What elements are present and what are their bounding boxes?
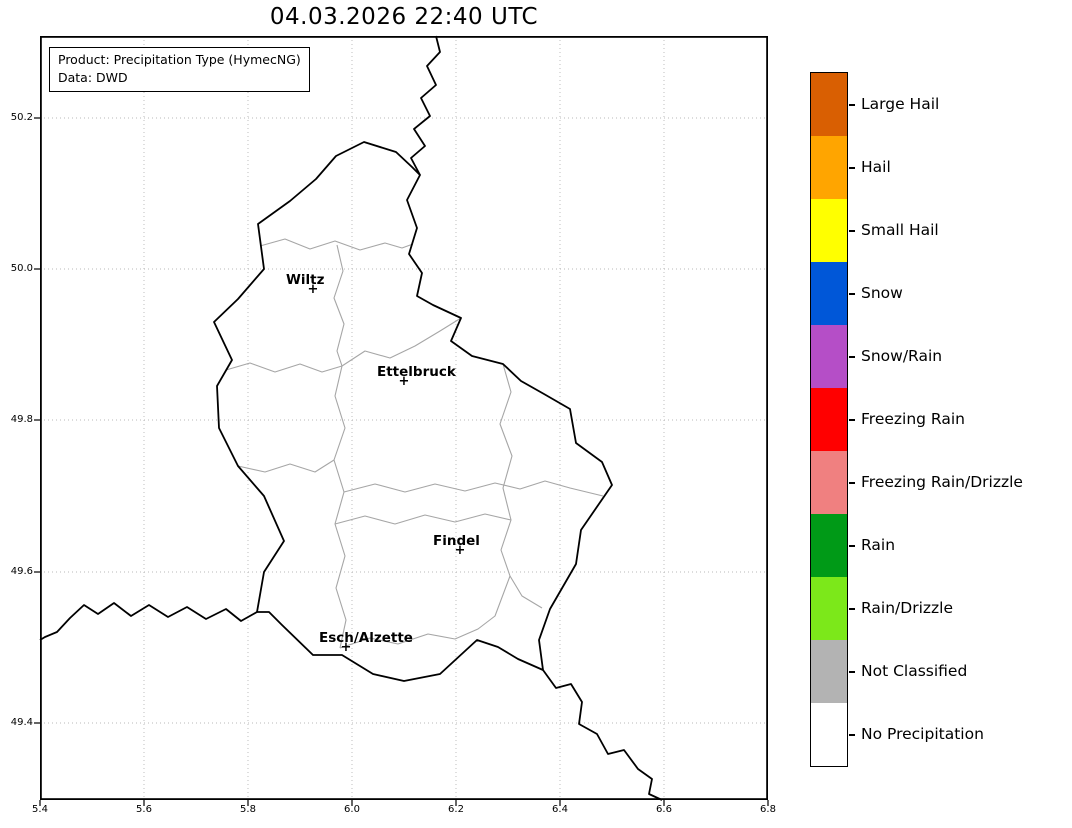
x-tick-label: 6.8 [760,804,776,815]
legend-swatch [811,451,847,514]
y-tick-label: 49.6 [10,566,33,577]
legend-tick-mark [849,734,855,736]
legend-label: Snow/Rain [861,347,943,365]
y-tick-label: 49.8 [10,414,33,425]
legend-label: No Precipitation [861,725,984,743]
y-tick-label: 50.2 [10,112,33,123]
luxembourg-map [34,35,769,806]
legend-swatch [811,577,847,640]
legend-label: Freezing Rain [861,410,965,428]
legend-label: Not Classified [861,662,968,680]
legend-tick-mark [849,671,855,673]
legend-label: Small Hail [861,221,939,239]
precipitation-type-legend: Large Hail Hail Small Hail Snow Snow/Rain Fre… [810,72,1072,774]
country-borders [39,35,663,801]
legend-tick-mark [849,104,855,106]
legend-swatch [811,325,847,388]
legend-swatch [811,703,847,766]
legend-tick-mark [849,167,855,169]
x-tick-label: 5.4 [32,804,48,815]
legend-swatch [811,136,847,199]
legend-swatch [811,262,847,325]
legend-label: Hail [861,158,891,176]
legend-label: Rain [861,536,896,554]
page-title: 04.03.2026 22:40 UTC [269,4,539,30]
canton-borders [225,238,604,649]
legend-label: Large Hail [861,95,940,113]
y-tick-label: 49.4 [10,717,33,728]
legend-label: Snow [861,284,903,302]
x-tick-label: 6.4 [552,804,568,815]
belgium-germany-border [410,35,441,176]
product-info-box: Product: Precipitation Type (HymecNG) Da… [49,47,310,93]
legend-tick-mark [849,545,855,547]
france-germany-border [542,669,663,801]
legend-tick-mark [849,482,855,484]
legend-label: Rain/Drizzle [861,599,954,617]
map-plot [34,35,769,806]
legend-label: Freezing Rain/Drizzle [861,473,1023,491]
x-tick-label: 5.6 [136,804,152,815]
y-tick-label: 50.0 [10,263,33,274]
x-tick-label: 6.2 [448,804,464,815]
data-source-line: Data: DWD [58,70,128,86]
legend-tick-mark [849,293,855,295]
legend-tick-mark [849,608,855,610]
x-tick-label: 6.0 [344,804,360,815]
product-line: Product: Precipitation Type (HymecNG) [58,52,301,67]
legend-swatch [811,199,847,262]
legend-swatch [811,388,847,451]
luxembourg-outline [213,141,613,682]
plot-frame [39,35,769,801]
legend-tick-mark [849,230,855,232]
axis-tick-marks [34,117,769,806]
x-tick-label: 6.6 [656,804,672,815]
legend-tick-mark [849,419,855,421]
legend-tick-mark [849,356,855,358]
legend-swatch [811,73,847,136]
belgium-france-border [39,602,258,641]
legend-swatch [811,514,847,577]
x-tick-label: 5.8 [240,804,256,815]
legend-swatch [811,640,847,703]
gridlines [40,36,768,800]
legend-colorbar [810,72,848,767]
